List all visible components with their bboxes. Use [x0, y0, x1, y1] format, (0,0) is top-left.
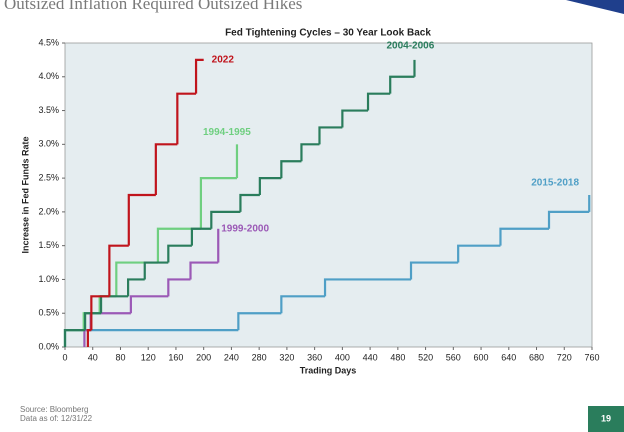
y-tick-label: 1.5%: [38, 240, 59, 250]
x-tick-label: 40: [88, 352, 98, 362]
series-step: [547, 210, 590, 229]
series-step: [258, 177, 282, 195]
series-step: [499, 227, 550, 246]
series-step: [366, 92, 391, 111]
y-tick-label: 1.0%: [38, 274, 59, 284]
x-tick-label: 120: [141, 352, 156, 362]
slide-title: Outsized Inflation Required Outsized Hik…: [4, 0, 302, 13]
x-axis-label: Trading Days: [300, 365, 357, 375]
x-tick-label: 440: [363, 352, 378, 362]
series-step: [237, 312, 282, 331]
series-label: 2022: [212, 55, 235, 66]
series-step: [409, 261, 459, 280]
y-tick-label: 2.5%: [38, 172, 59, 182]
series-step: [156, 227, 201, 263]
series-step: [127, 278, 145, 297]
x-tick-label: 360: [307, 352, 322, 362]
x-tick-label: 400: [335, 352, 350, 362]
x-tick-label: 560: [446, 352, 461, 362]
y-tick-label: 3.0%: [38, 139, 59, 149]
series-step: [167, 278, 191, 297]
x-tick-label: 200: [196, 352, 211, 362]
series-label: 1994-1995: [203, 127, 251, 138]
y-tick-label: 4.0%: [38, 71, 59, 81]
x-tick-label: 680: [529, 352, 544, 362]
series-step: [127, 193, 156, 246]
chart-title: Fed Tightening Cycles – 30 Year Look Bac…: [225, 28, 431, 39]
series-step: [280, 295, 326, 314]
series-step: [239, 193, 260, 212]
series-step: [63, 329, 86, 347]
series-step: [176, 92, 197, 145]
series-step: [194, 58, 204, 94]
series-step: [457, 244, 501, 263]
x-tick-label: 720: [557, 352, 572, 362]
series-step: [389, 75, 415, 94]
series-label: 2004-2006: [386, 41, 434, 52]
series-step: [300, 143, 320, 162]
series-step: [210, 210, 241, 229]
series-step: [84, 312, 102, 331]
x-tick-label: 240: [224, 352, 239, 362]
y-axis-label: Increase in Fed Funds Rate: [20, 136, 30, 253]
series-step: [143, 261, 169, 280]
series-step: [90, 295, 110, 331]
page-number-box: [588, 406, 624, 432]
x-tick-label: 640: [501, 352, 516, 362]
y-tick-label: 2.0%: [38, 206, 59, 216]
x-tick-label: 520: [418, 352, 433, 362]
page-number: 19: [601, 413, 611, 423]
series-step: [167, 244, 192, 263]
x-tick-label: 480: [390, 352, 405, 362]
series-step: [189, 261, 219, 280]
x-tick-label: 760: [584, 352, 599, 362]
y-tick-label: 0.5%: [38, 308, 59, 318]
y-tick-label: 4.5%: [38, 37, 59, 47]
y-tick-label: 0.0%: [38, 341, 59, 351]
series-step: [190, 227, 212, 246]
x-tick-label: 80: [115, 352, 125, 362]
series-step: [108, 244, 129, 297]
series-step: [323, 278, 412, 297]
series-step: [154, 143, 178, 195]
x-tick-label: 280: [252, 352, 267, 362]
y-tick-label: 3.5%: [38, 105, 59, 115]
x-tick-label: 600: [474, 352, 489, 362]
series-label: 1999-2000: [221, 223, 269, 234]
series-step: [341, 109, 369, 128]
series-step: [318, 126, 343, 145]
data-date: Data as of: 12/31/22: [20, 414, 93, 423]
x-tick-label: 0: [62, 352, 67, 362]
series-step: [129, 295, 169, 314]
series-step: [86, 329, 92, 347]
x-tick-label: 320: [279, 352, 294, 362]
series-step: [199, 177, 237, 229]
corner-triangle: [566, 0, 624, 14]
series-step: [280, 160, 302, 179]
x-tick-label: 160: [168, 352, 183, 362]
series-label: 2015-2018: [531, 178, 579, 189]
source: Source: Bloomberg: [20, 405, 88, 414]
